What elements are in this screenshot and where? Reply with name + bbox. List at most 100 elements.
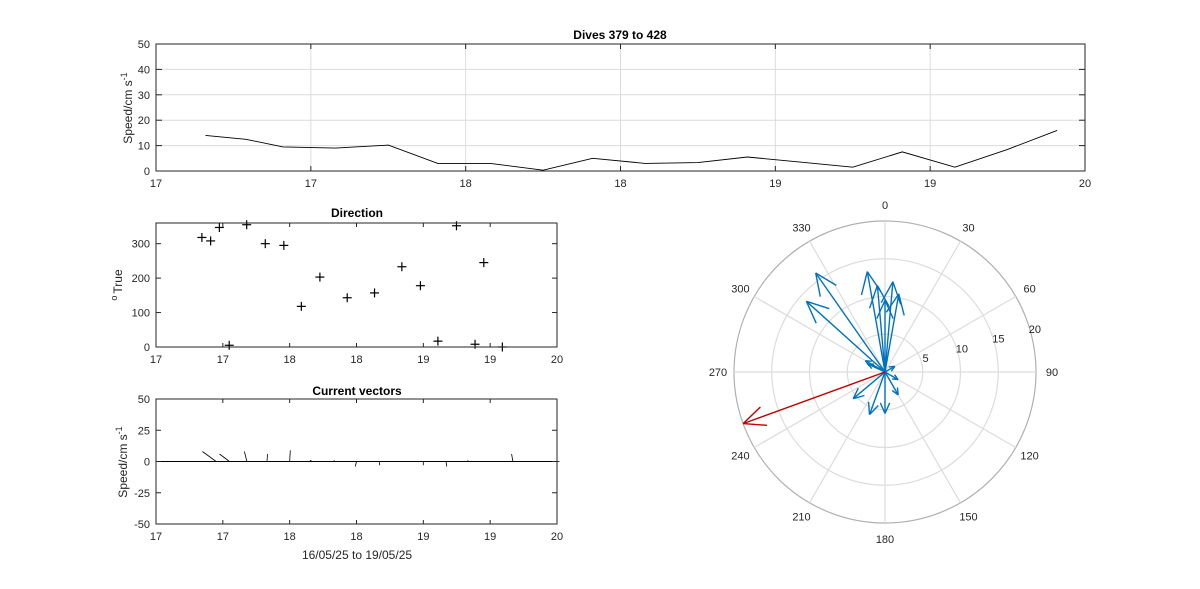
current-vector (445, 461, 448, 467)
polar-spoke (753, 371, 886, 449)
vectors-ytick-label: 50 (138, 394, 150, 406)
polar-spoke (884, 295, 1017, 373)
arrow-head (742, 406, 761, 425)
current-vector (219, 453, 230, 462)
polar-vector-arrow (876, 300, 894, 372)
direction-xtick-label: 18 (284, 354, 296, 366)
polar-spoke (808, 240, 886, 373)
arrow-shaft (876, 285, 886, 373)
direction-point (370, 288, 380, 298)
polar-vector-arrow (884, 365, 896, 373)
speed-xtick-label: 18 (460, 178, 472, 190)
arrow-head (805, 301, 817, 324)
polar-angle-label: 120 (1020, 451, 1038, 463)
polar-grid (733, 220, 1037, 524)
polar-vector-arrow (805, 300, 886, 373)
speed-grid (156, 44, 1085, 171)
arrow-shaft (805, 300, 886, 373)
direction-point (197, 232, 207, 242)
polar-angle-label: 30 (962, 222, 974, 234)
vectors-xtick-label: 17 (150, 531, 162, 543)
polar-vector-arrow (815, 272, 886, 373)
vectors-xtick-label: 20 (551, 531, 563, 543)
direction-point (279, 240, 289, 250)
polar-radial-label: 5 (922, 353, 928, 365)
vectors-xtick-label: 18 (350, 531, 362, 543)
polar-angle-label: 180 (876, 534, 894, 546)
direction-point (415, 281, 425, 291)
arrow-head (888, 365, 895, 368)
direction-point (206, 236, 216, 246)
vectors-xtick-label: 18 (284, 531, 296, 543)
arrow-head (865, 360, 872, 362)
arrow-head (743, 422, 768, 426)
speed-series-line (205, 129, 1058, 171)
speed-ylabel: Speed/cm s-1 (119, 72, 135, 143)
current-vector (202, 451, 217, 462)
polar-angle-label: 240 (731, 451, 749, 463)
direction-plot (197, 220, 507, 352)
direction-point (260, 239, 270, 249)
arrow-head (815, 272, 837, 286)
arrow-head (890, 365, 896, 372)
arrow-head (880, 281, 894, 304)
arrow-head (891, 389, 899, 396)
current-vector (266, 453, 268, 462)
polar-vector-arrow (868, 285, 890, 373)
direction-point (479, 258, 489, 268)
arrow-shaft (884, 365, 896, 373)
vectors-xtick-label: 19 (484, 531, 496, 543)
direction-point (397, 262, 407, 272)
direction-xtick-label: 17 (150, 354, 162, 366)
current-vector (378, 461, 381, 466)
arrow-shaft (884, 281, 894, 373)
arrow-head (868, 285, 879, 309)
date-range-xlabel: 16/05/25 to 19/05/25 (302, 548, 412, 562)
speed-xtick-label: 17 (150, 178, 162, 190)
current-vectors-ticks: 17 17 18 18 19 19 20 -50 -25 0 25 50 (134, 394, 563, 543)
speed-ytick-label: 40 (138, 64, 150, 76)
arrow-head (898, 293, 905, 316)
current-vector (244, 451, 248, 462)
arrow-head (852, 387, 859, 400)
speed-panel: Dives 379 to 428 Speed/cm s-1 17 17 18 18 19… (119, 28, 1091, 190)
arrow-head (879, 402, 886, 414)
arrow-shaft (884, 371, 899, 381)
polar-angle-label: 60 (1023, 284, 1035, 296)
polar-angle-label: 90 (1046, 367, 1058, 379)
polar-spoke (753, 295, 886, 373)
polar-spoke (808, 371, 886, 504)
direction-point (315, 272, 325, 282)
current-vector (467, 460, 469, 462)
vectors-ytick-label: 25 (138, 425, 150, 437)
direction-xtick-label: 18 (350, 354, 362, 366)
arrow-head (853, 394, 865, 400)
arrow-shaft (884, 293, 900, 373)
speed-ytick-label: 10 (138, 141, 150, 153)
polar-spoke (884, 371, 1017, 449)
speed-xtick-label: 17 (305, 178, 317, 190)
speed-xtick-label: 19 (924, 178, 936, 190)
arrow-head (806, 300, 830, 310)
current-vectors-title: Current vectors (312, 384, 402, 398)
arrow-head (867, 363, 873, 370)
speed-ytick-label: 0 (144, 166, 150, 178)
direction-axes-box (155, 222, 558, 348)
arrow-head (884, 300, 894, 319)
current-vectors-ylabel: Speed/cm s-1 (114, 426, 130, 497)
direction-point (296, 301, 306, 311)
arrow-head (867, 401, 871, 415)
direction-ytick-label: 0 (144, 342, 150, 354)
polar-angle-label: 150 (959, 512, 977, 524)
polar-vector-arrow (879, 372, 891, 414)
direction-ylabel: oTrue (109, 269, 125, 301)
current-vector (333, 460, 335, 462)
arrow-shaft (852, 371, 886, 400)
polar-radial-label: 15 (992, 334, 1004, 346)
direction-ytick-label: 100 (132, 308, 150, 320)
speed-xtick-label: 19 (769, 178, 781, 190)
direction-xtick-label: 19 (484, 354, 496, 366)
direction-point (433, 336, 443, 346)
